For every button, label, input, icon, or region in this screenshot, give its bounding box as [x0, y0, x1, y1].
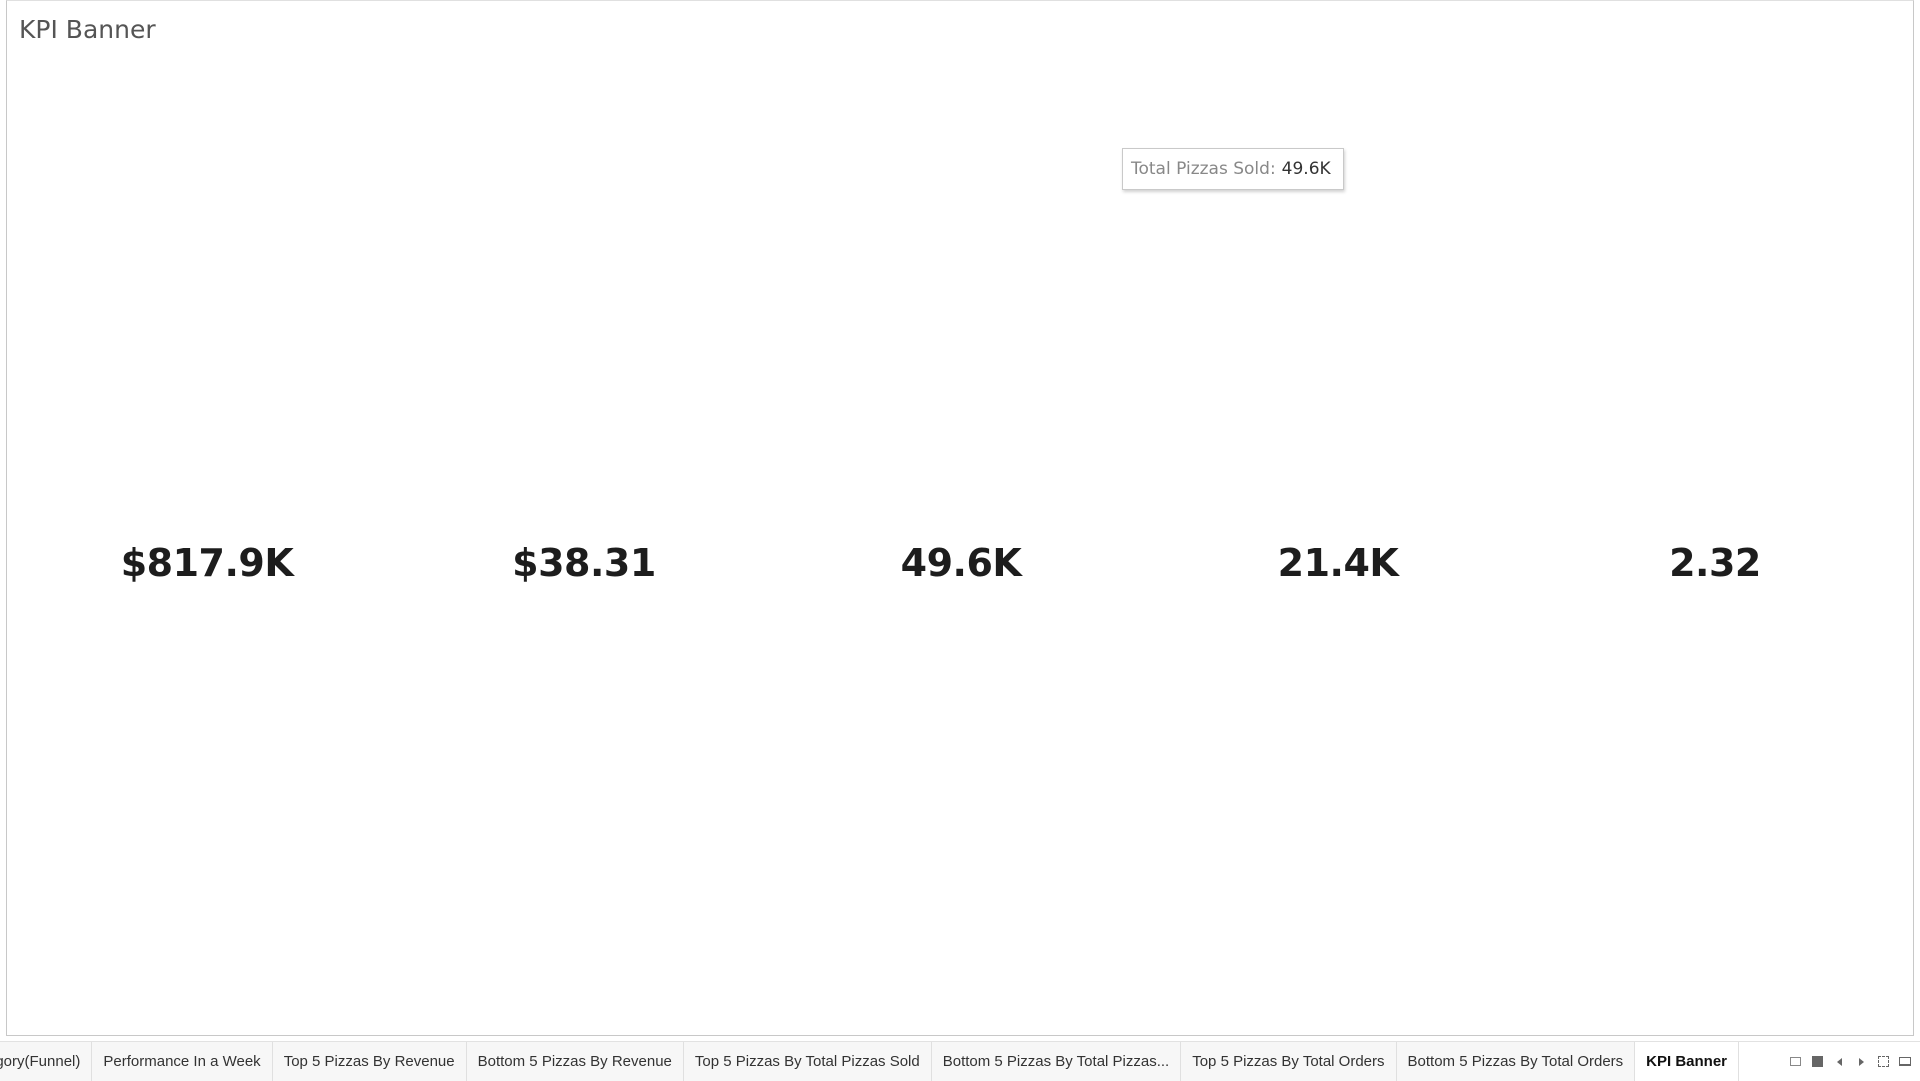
scroll-left-icon[interactable]	[1832, 1055, 1846, 1069]
sheet-tabs: egory(Funnel) Performance In a Week Top …	[0, 1042, 1740, 1081]
tab-top-5-by-orders[interactable]: Top 5 Pizzas By Total Orders	[1181, 1042, 1397, 1081]
tab-performance-in-a-week[interactable]: Performance In a Week	[92, 1042, 273, 1081]
kpi-avg-order-value[interactable]: $38.31	[512, 541, 656, 585]
fullscreen-icon[interactable]	[1876, 1055, 1890, 1069]
tab-top-5-by-revenue[interactable]: Top 5 Pizzas By Revenue	[272, 1042, 467, 1081]
worksheet-view: KPI Banner $817.9K $38.31 49.6K 21.4K 2.…	[6, 0, 1914, 1036]
show-sheet-icon[interactable]	[1810, 1055, 1824, 1069]
show-filmstrip-icon[interactable]	[1788, 1055, 1802, 1069]
tooltip-value: 49.6K	[1281, 159, 1331, 179]
kpi-avg-pizzas-per-order[interactable]: 2.32	[1669, 541, 1761, 585]
tab-bottom-5-by-pizzas-sold[interactable]: Bottom 5 Pizzas By Total Pizzas...	[931, 1042, 1182, 1081]
tab-bottom-5-by-orders[interactable]: Bottom 5 Pizzas By Total Orders	[1396, 1042, 1636, 1081]
tab-top-5-by-pizzas-sold[interactable]: Top 5 Pizzas By Total Pizzas Sold	[683, 1042, 932, 1081]
kpi-total-revenue[interactable]: $817.9K	[120, 541, 294, 585]
kpi-total-orders[interactable]: 21.4K	[1277, 541, 1399, 585]
presentation-mode-icon[interactable]	[1898, 1055, 1912, 1069]
tooltip: Total Pizzas Sold: 49.6K	[1122, 148, 1344, 190]
kpi-total-pizzas-sold[interactable]: 49.6K	[900, 541, 1022, 585]
sheet-title: KPI Banner	[19, 15, 156, 44]
sheet-tab-bar: egory(Funnel) Performance In a Week Top …	[0, 1041, 1920, 1081]
tab-category-funnel[interactable]: egory(Funnel)	[0, 1042, 93, 1081]
tab-kpi-banner[interactable]: KPI Banner	[1635, 1042, 1740, 1081]
tab-bottom-5-by-revenue[interactable]: Bottom 5 Pizzas By Revenue	[466, 1042, 684, 1081]
tooltip-label: Total Pizzas Sold:	[1131, 159, 1276, 179]
scroll-right-icon[interactable]	[1854, 1055, 1868, 1069]
tab-tools	[1788, 1042, 1912, 1081]
